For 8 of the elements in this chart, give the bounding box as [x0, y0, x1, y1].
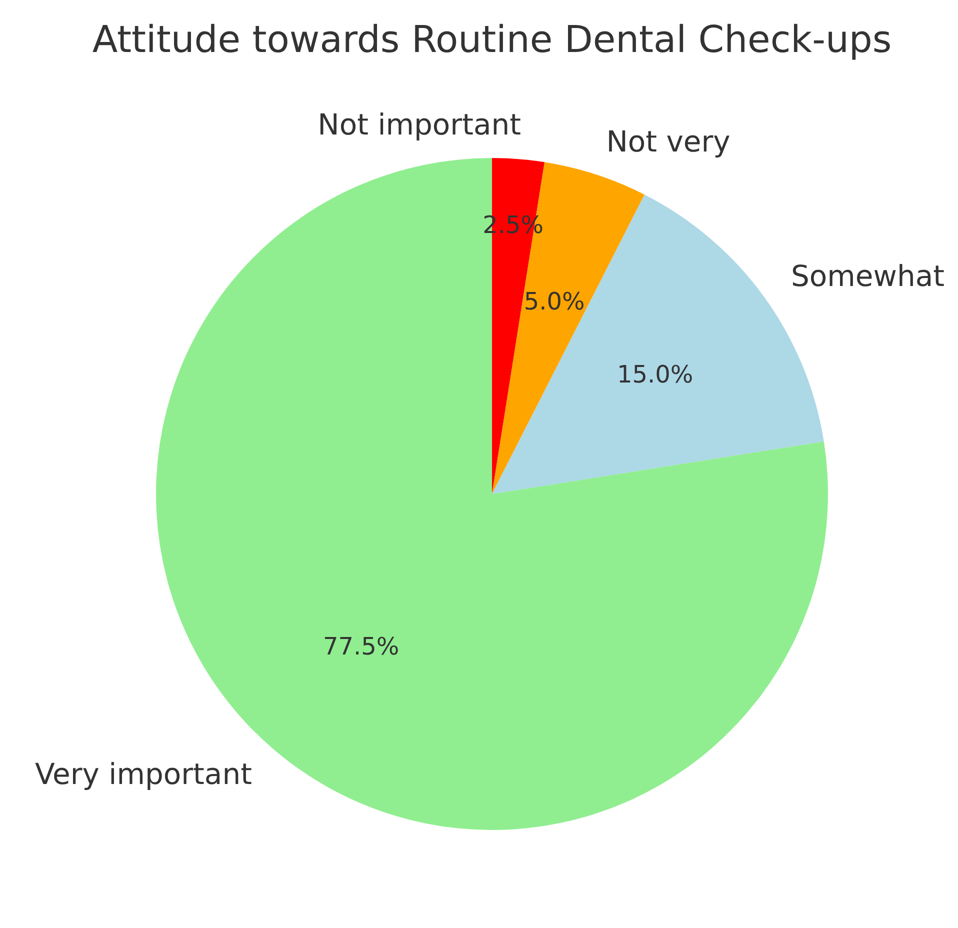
slice-label: Not very [606, 124, 730, 158]
data-label: 77.5% [322, 632, 400, 660]
data-label: 15.0% [616, 360, 694, 389]
slice-label: Somewhat [791, 258, 944, 293]
chart-title: Attitude towards Routine Dental Check-ups [92, 18, 892, 61]
slice-label: Very important [34, 757, 252, 792]
data-label: 5.0% [524, 287, 585, 316]
slice-label: Not important [318, 108, 521, 142]
